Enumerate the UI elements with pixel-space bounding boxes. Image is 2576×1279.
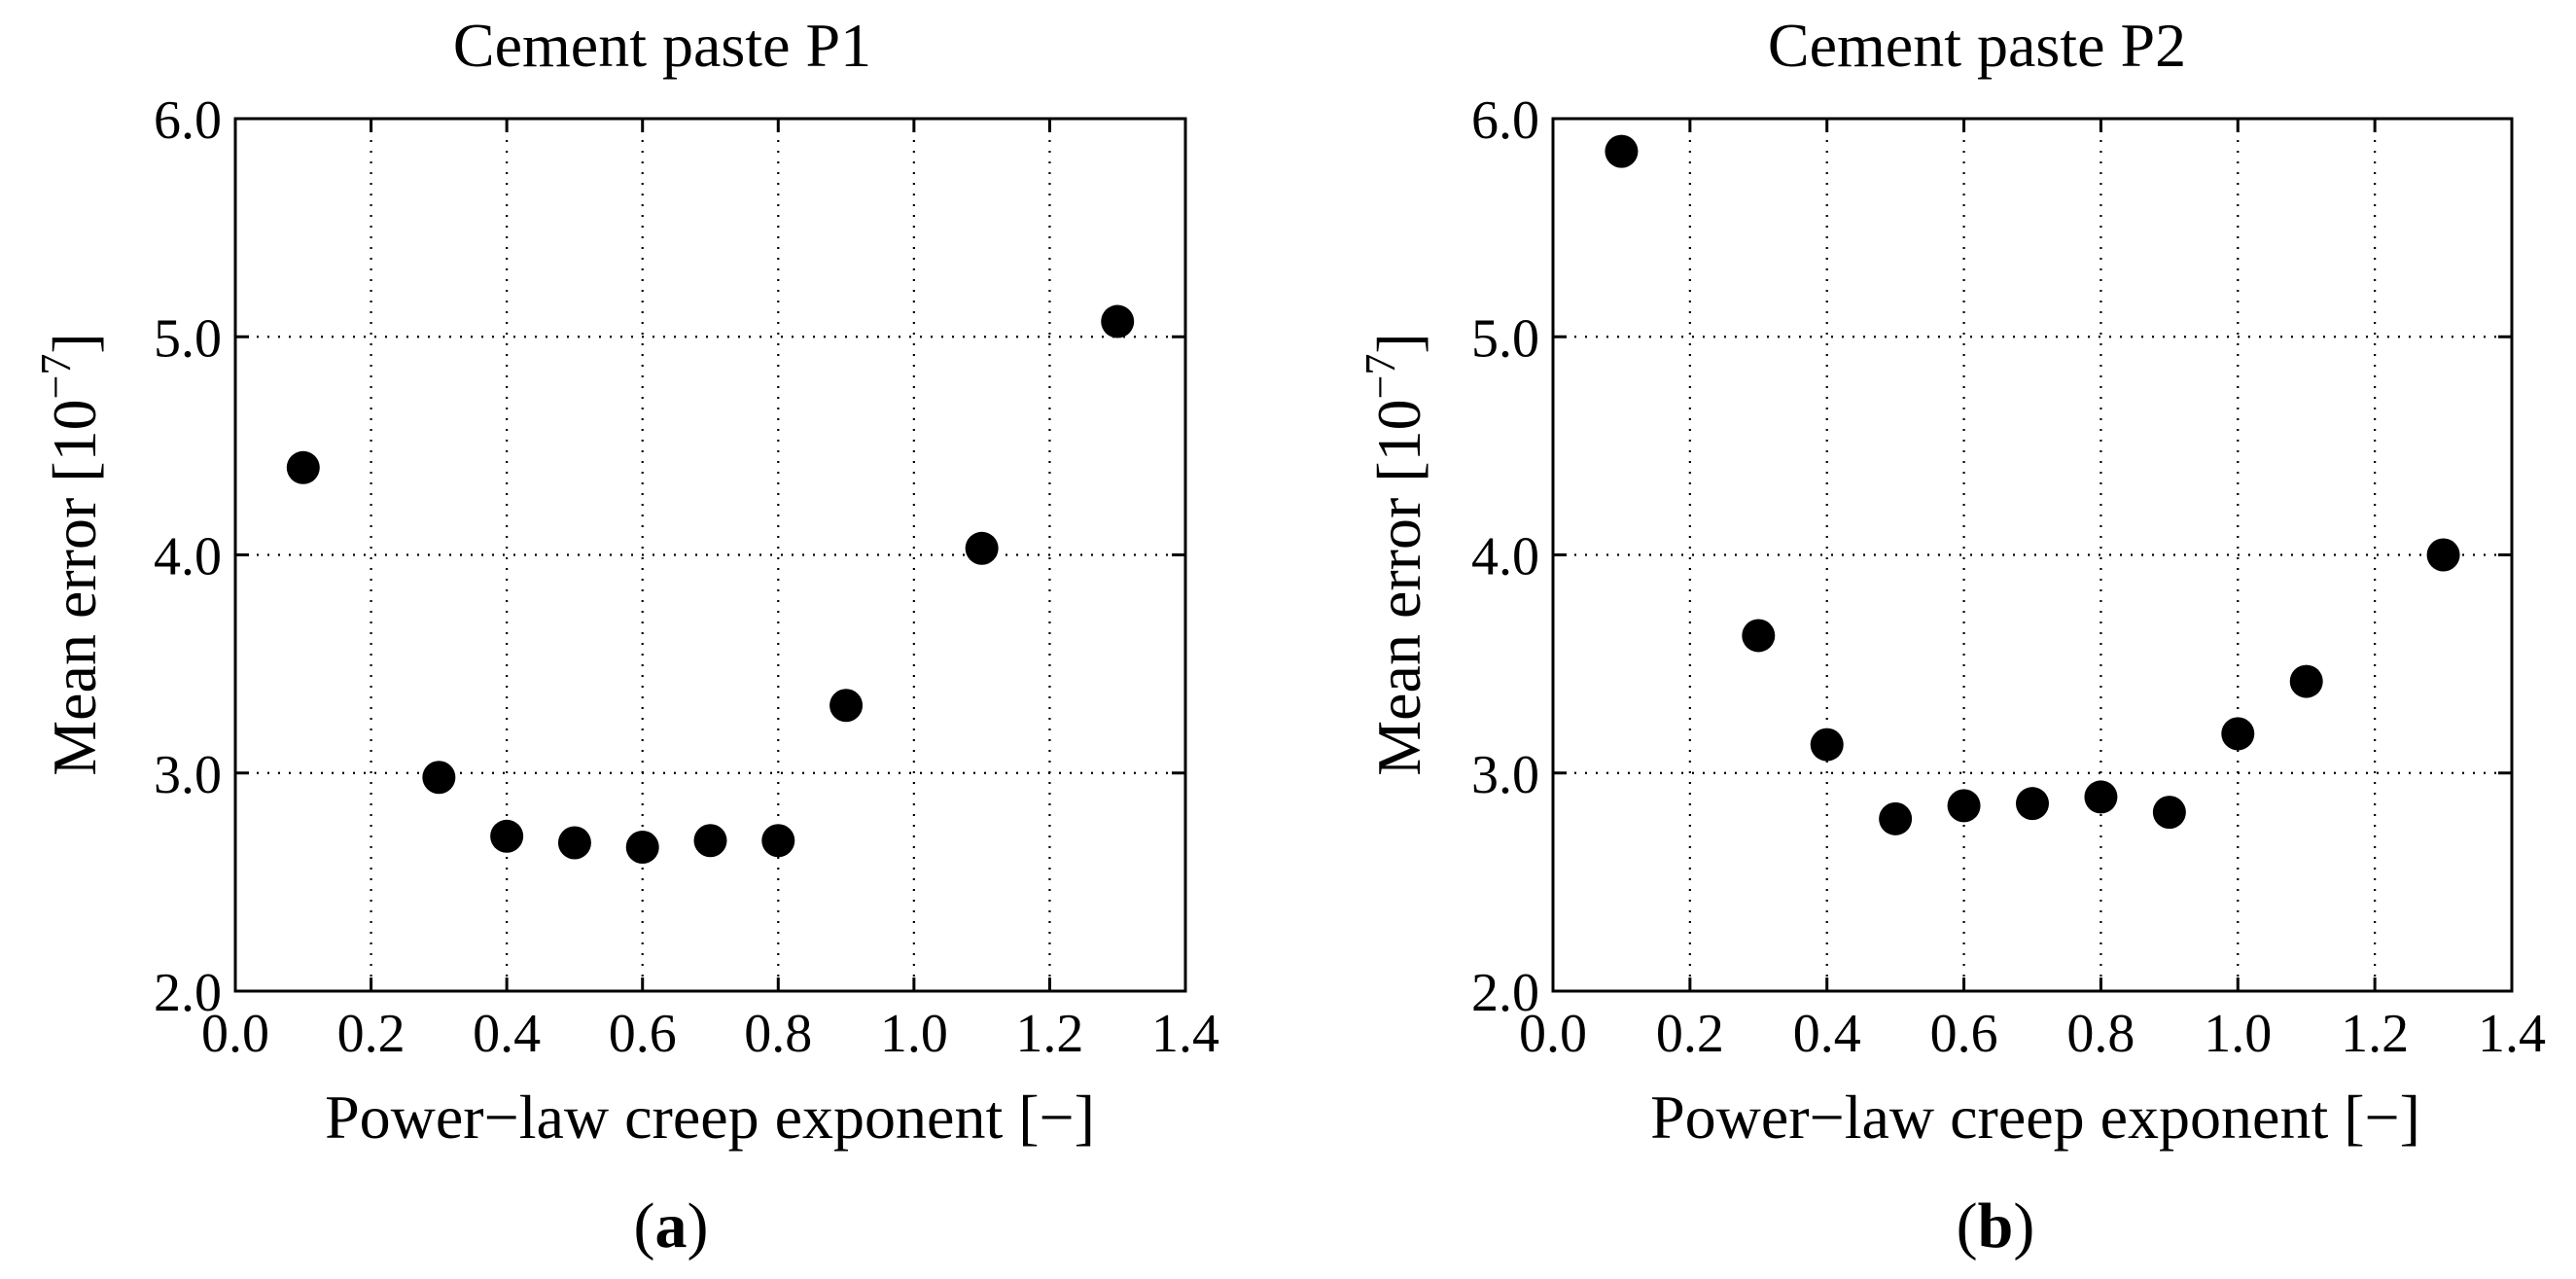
- x-tick-label: 0.8: [744, 1004, 812, 1064]
- x-tick-label: 1.0: [2204, 1004, 2272, 1064]
- x-tick-label: 0.0: [1519, 1004, 1587, 1064]
- x-tick-label: 1.4: [1151, 1004, 1219, 1064]
- y-tick-labels: 2.0 3.0 4.0 5.0 6.0: [154, 90, 222, 1023]
- data-point: [2152, 796, 2186, 830]
- data-point: [2289, 664, 2323, 698]
- chart-title: Cement paste P2: [1768, 11, 2186, 80]
- data-point: [1742, 619, 1776, 653]
- data-point: [1101, 304, 1135, 338]
- data-point: [2016, 787, 2049, 821]
- x-tick-labels: 0.0 0.2 0.4 0.6 0.8 1.0 1.2 1.4: [1519, 1004, 2546, 1064]
- data-point: [1810, 728, 1844, 762]
- y-tick-label: 3.0: [154, 745, 222, 805]
- y-tick-label: 5.0: [154, 308, 222, 369]
- y-tick-label: 6.0: [154, 90, 222, 151]
- y-axis-label-prefix: Mean error [10: [40, 399, 109, 775]
- caption-close-paren: ): [2013, 1190, 2034, 1261]
- data-point: [965, 531, 999, 565]
- chart-panel-b: Cement paste P2 0.0 0.2 0.4 0.6 0.8 1.0 1.2 1.4…: [1357, 11, 2546, 1261]
- caption-letter: b: [1978, 1190, 2014, 1261]
- chart-title: Cement paste P1: [453, 11, 871, 80]
- y-tick-label: 4.0: [154, 527, 222, 587]
- caption-open-paren: (: [1957, 1190, 1978, 1261]
- x-tick-label: 0.6: [1930, 1004, 1998, 1064]
- data-point: [829, 689, 864, 723]
- gridlines: [235, 119, 1185, 991]
- y-axis-label-suffix: ]: [40, 333, 109, 353]
- panel-caption: (a): [634, 1190, 709, 1261]
- y-tick-label: 6.0: [1471, 90, 1539, 151]
- caption-open-paren: (: [634, 1190, 655, 1261]
- panel-caption: (b): [1957, 1190, 2035, 1261]
- x-tick-label: 0.2: [337, 1004, 406, 1064]
- data-point: [557, 826, 591, 860]
- y-axis-label-exponent: −7: [1357, 354, 1404, 400]
- data-point: [1947, 789, 1981, 823]
- y-tick-label: 3.0: [1471, 745, 1539, 805]
- x-tick-label: 1.0: [880, 1004, 948, 1064]
- tick-marks: [233, 117, 1187, 993]
- x-tick-label: 0.4: [473, 1004, 541, 1064]
- data-point: [625, 830, 659, 864]
- x-tick-label: 0.2: [1656, 1004, 1724, 1064]
- data-point: [761, 824, 795, 858]
- y-axis-label-suffix: ]: [1364, 333, 1433, 353]
- x-tick-labels: 0.0 0.2 0.4 0.6 0.8 1.0 1.2 1.4: [201, 1004, 1219, 1064]
- data-point: [422, 761, 456, 795]
- x-tick-label: 1.4: [2478, 1004, 2546, 1064]
- x-tick-label: 0.4: [1793, 1004, 1861, 1064]
- y-tick-label: 2.0: [154, 963, 222, 1023]
- data-points: [1605, 134, 2460, 835]
- chart-panel-a: Cement paste P1 0.0 0.2 0.4 0.6 0.8 1.0 1.2 1.4…: [32, 11, 1219, 1261]
- plot-frame: [233, 117, 1187, 993]
- data-points: [286, 304, 1135, 864]
- x-tick-label: 0.8: [2066, 1004, 2135, 1064]
- data-point: [2084, 780, 2118, 814]
- data-point: [1879, 801, 1913, 835]
- x-tick-label: 0.0: [201, 1004, 269, 1064]
- caption-letter: a: [655, 1190, 688, 1261]
- tick-marks: [1551, 117, 2514, 993]
- y-axis-label: Mean error [10−7]: [1357, 333, 1433, 776]
- data-point: [2426, 538, 2460, 572]
- data-point: [2221, 717, 2255, 751]
- caption-close-paren: ): [688, 1190, 709, 1261]
- y-tick-label: 4.0: [1471, 527, 1539, 587]
- x-tick-label: 1.2: [2341, 1004, 2409, 1064]
- x-tick-label: 0.6: [609, 1004, 677, 1064]
- data-point: [693, 824, 727, 858]
- y-tick-label: 2.0: [1471, 963, 1539, 1023]
- y-axis-label-prefix: Mean error [10: [1364, 399, 1433, 775]
- data-point: [286, 450, 320, 484]
- x-axis-label: Power−law creep exponent [−]: [1650, 1083, 2420, 1152]
- gridlines: [1553, 119, 2512, 991]
- data-point: [490, 819, 524, 853]
- y-axis-label-exponent: −7: [32, 354, 80, 400]
- y-tick-labels: 2.0 3.0 4.0 5.0 6.0: [1471, 90, 1539, 1023]
- y-axis-label: Mean error [10−7]: [32, 333, 109, 776]
- x-tick-label: 1.2: [1015, 1004, 1083, 1064]
- data-point: [1605, 134, 1639, 168]
- x-axis-label: Power−law creep exponent [−]: [325, 1083, 1095, 1152]
- y-tick-label: 5.0: [1471, 308, 1539, 369]
- plot-frame: [1551, 117, 2514, 993]
